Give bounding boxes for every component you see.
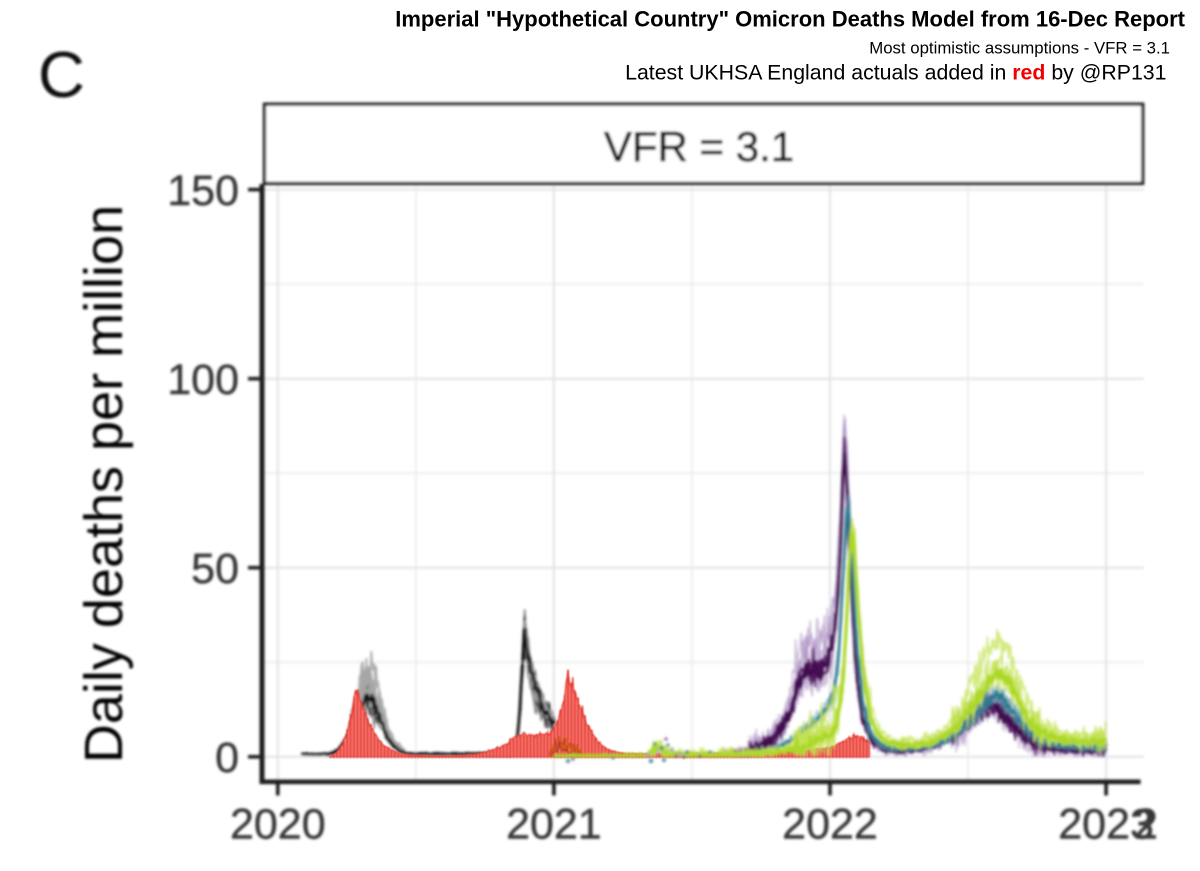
svg-text:2020: 2020 <box>230 801 326 849</box>
svg-text:Daily deaths per million: Daily deaths per million <box>74 205 134 763</box>
svg-text:100: 100 <box>167 356 239 404</box>
svg-text:VFR = 3.1: VFR = 3.1 <box>604 123 794 170</box>
svg-text:150: 150 <box>167 167 239 215</box>
svg-text:2021: 2021 <box>506 801 602 849</box>
svg-text:C: C <box>38 38 85 111</box>
svg-text:2022: 2022 <box>782 801 878 849</box>
svg-text:Latest UKHSA England actuals a: Latest UKHSA England actuals added in re… <box>625 61 1166 85</box>
svg-text:Most optimistic assumptions -: Most optimistic assumptions - VFR = 3.1 <box>869 39 1170 58</box>
svg-text:50: 50 <box>191 545 239 593</box>
svg-text:2023: 2023 <box>1058 801 1154 849</box>
svg-text:2: 2 <box>1134 801 1158 849</box>
svg-text:0: 0 <box>215 734 239 782</box>
svg-text:Imperial "Hypothetical Country: Imperial "Hypothetical Country" Omicron … <box>395 7 1185 32</box>
